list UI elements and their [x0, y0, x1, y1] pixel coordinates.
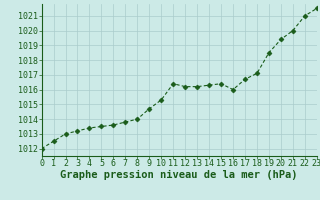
X-axis label: Graphe pression niveau de la mer (hPa): Graphe pression niveau de la mer (hPa) — [60, 170, 298, 180]
